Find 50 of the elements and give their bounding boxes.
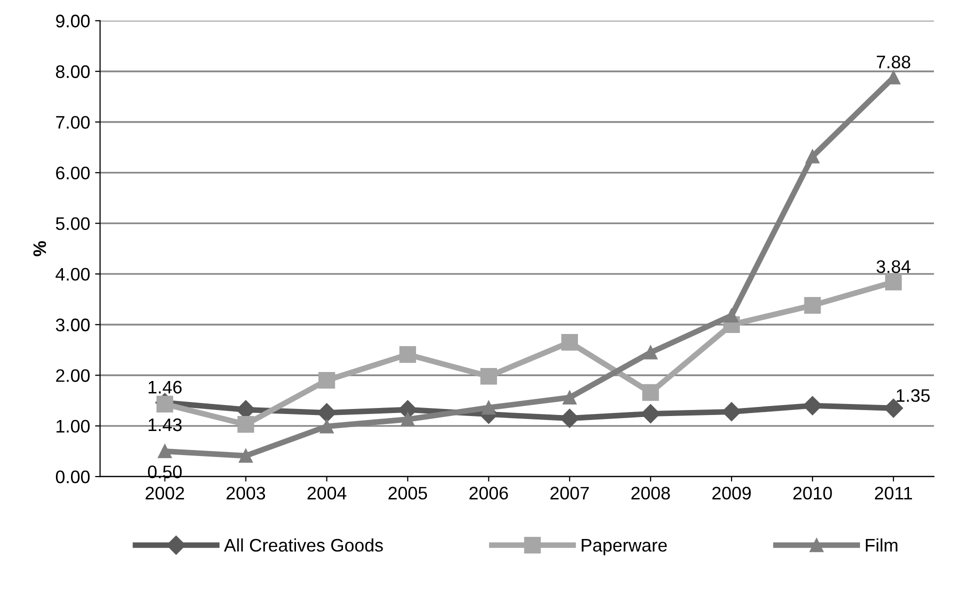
y-tick-label: 8.00	[56, 65, 90, 78]
point	[644, 346, 658, 360]
point	[562, 390, 577, 404]
point	[724, 308, 738, 322]
point	[158, 444, 172, 458]
x-tick-label: 2007	[550, 486, 589, 500]
legend-label: Paperware	[582, 539, 667, 556]
point	[804, 297, 821, 314]
y-axis-title: %	[33, 241, 46, 256]
legend-label: All Creatives Goods	[224, 538, 383, 552]
point	[317, 403, 336, 422]
y-tick-label: 7.00	[56, 116, 90, 129]
y-tick-label: 5.00	[56, 217, 90, 230]
x-tick-label: 2009	[712, 486, 751, 500]
point	[399, 346, 416, 363]
x-tick-label: 2006	[469, 486, 508, 500]
x-tick-label: 2004	[308, 486, 346, 500]
point	[156, 396, 174, 412]
point	[561, 334, 578, 351]
data-label: 1.43	[148, 418, 182, 432]
point	[480, 368, 497, 385]
y-tick-label: 3.00	[56, 318, 90, 332]
point	[560, 408, 580, 428]
point	[238, 448, 253, 463]
point	[400, 412, 415, 426]
data-label: 1.46	[148, 380, 182, 394]
data-label: 7.88	[876, 56, 910, 68]
y-tick-label: 1.00	[56, 420, 90, 433]
x-tick-label: 2011	[874, 486, 912, 500]
y-tick-label: 9.00	[56, 14, 90, 28]
legend-label: Film	[866, 538, 898, 552]
y-tick-label: 2.00	[56, 369, 90, 382]
data-label: 1.35	[896, 389, 930, 402]
x-tick-label: 2005	[388, 486, 428, 500]
point	[722, 402, 742, 422]
point	[320, 419, 334, 434]
y-tick-label: 6.00	[56, 166, 90, 180]
x-tick-label: 2010	[793, 486, 832, 500]
x-tick-label: 2008	[631, 486, 670, 500]
x-tick-label: 2002	[146, 486, 184, 500]
point	[237, 416, 254, 433]
point	[318, 372, 336, 389]
x-tick-label: 2003	[226, 486, 266, 500]
point	[806, 150, 820, 164]
point	[482, 400, 496, 415]
data-label: 3.84	[876, 260, 911, 274]
point	[642, 384, 659, 401]
y-tick-label: 0.00	[56, 470, 90, 484]
y-tick-label: 4.00	[56, 268, 90, 281]
point	[885, 274, 902, 290]
